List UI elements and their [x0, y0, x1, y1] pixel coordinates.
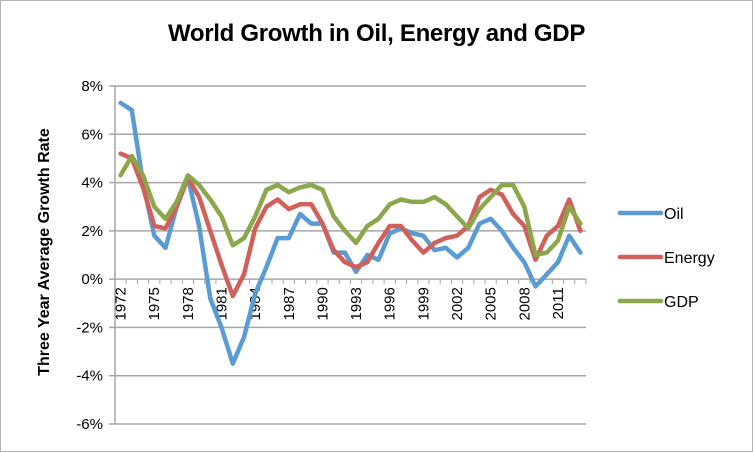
- legend-label-oil: Oil: [664, 206, 684, 223]
- x-tick-label: 1993: [348, 287, 365, 320]
- series-line-oil: [118, 100, 583, 366]
- y-tick-label: 6%: [81, 126, 103, 143]
- series-lines: [118, 100, 583, 366]
- series-line-energy: [118, 151, 583, 299]
- y-tick-label: 2%: [81, 223, 103, 240]
- x-tick-label: 1987: [281, 287, 298, 320]
- x-tick-label: 1975: [146, 287, 163, 320]
- axes: [114, 86, 586, 424]
- y-tick-label: 4%: [81, 175, 103, 192]
- x-tick-label: 2005: [483, 287, 500, 320]
- x-axis-ticks: 1972 1975 1978 1981 1984 1987 1990 1993 1996 1999…: [113, 279, 587, 321]
- y-tick-label: 8%: [81, 78, 103, 95]
- y-tick-label: -4%: [76, 368, 103, 385]
- gridlines: [115, 85, 586, 425]
- y-axis-ticks: 8% 6% 4% 2% 0% -2% -4% -6%: [76, 78, 115, 433]
- x-tick-label: 2008: [516, 287, 533, 320]
- series-line-gdp: [118, 153, 583, 258]
- x-tick-label: 1978: [180, 287, 197, 320]
- legend-label-energy: Energy: [664, 250, 715, 267]
- legend: Oil Energy GDP: [617, 206, 715, 311]
- y-tick-label: -2%: [76, 319, 103, 336]
- y-tick-label: -6%: [76, 416, 103, 433]
- legend-label-gdp: GDP: [664, 294, 699, 311]
- x-tick-label: 2011: [550, 287, 567, 319]
- x-tick-label: 2002: [449, 287, 466, 320]
- x-tick-label: 1972: [113, 287, 130, 320]
- x-tick-label: 1990: [314, 287, 331, 320]
- x-tick-label: 1999: [415, 287, 432, 320]
- x-tick-label: 1996: [382, 287, 399, 320]
- chart-title: World Growth in Oil, Energy and GDP: [167, 20, 586, 47]
- y-tick-label: 0%: [81, 271, 103, 288]
